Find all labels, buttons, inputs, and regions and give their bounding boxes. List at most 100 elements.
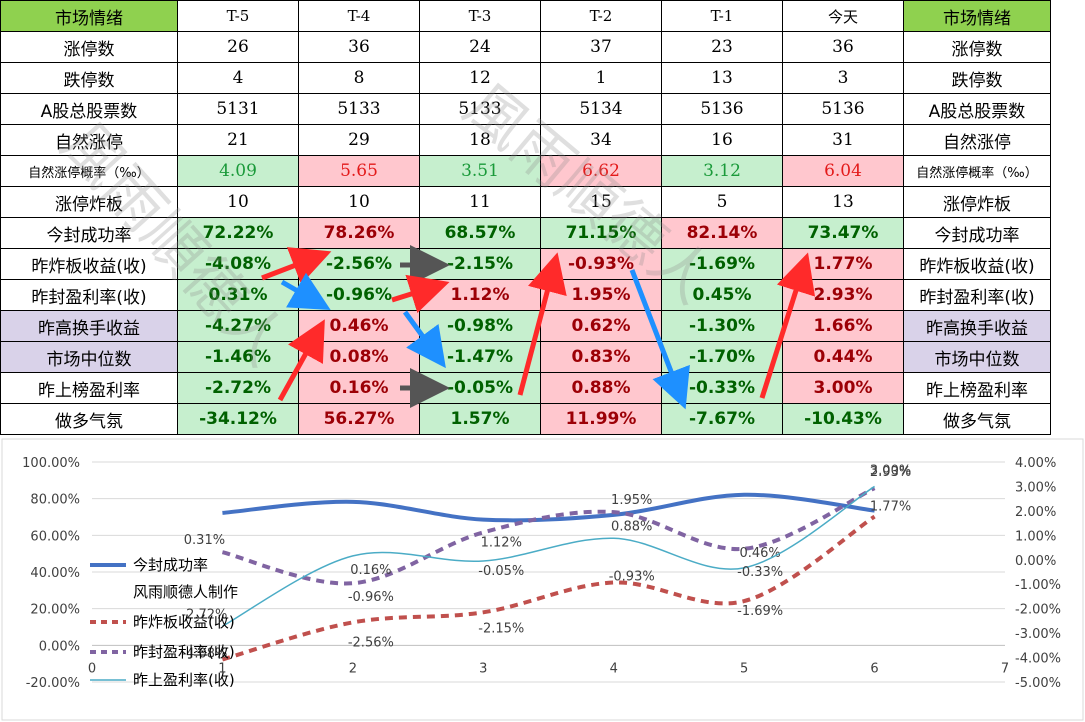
table-cell: 6.04 <box>782 155 904 187</box>
data-label: 1.95% <box>611 493 652 508</box>
table-cell: 31 <box>782 124 904 156</box>
table-cell: 11 <box>419 186 541 218</box>
table-cell: 0.44% <box>782 341 904 373</box>
table-cell: 0.46% <box>298 310 420 342</box>
table-cell: -0.98% <box>419 310 541 342</box>
right-tick-label: -5.00% <box>1015 676 1061 691</box>
table-cell: 12 <box>419 62 541 94</box>
row-label-left: A股总股票数 <box>0 93 178 125</box>
right-tick-label: 1.00% <box>1015 529 1056 544</box>
right-tick-label: -3.00% <box>1015 627 1061 642</box>
table-cell: -10.43% <box>782 403 904 435</box>
x-tick-label: 7 <box>1001 661 1009 676</box>
data-label: 3.00% <box>870 463 911 478</box>
table-cell: 13 <box>661 62 783 94</box>
row-label-right: 昨封盈利率(收) <box>903 279 1051 311</box>
left-tick-label: 40.00% <box>30 566 80 581</box>
right-tick-label: 2.00% <box>1015 505 1056 520</box>
table-cell: 10 <box>298 186 420 218</box>
x-tick-label: 1 <box>218 661 226 676</box>
table-cell: 3 <box>782 62 904 94</box>
left-tick-label: 60.00% <box>30 529 80 544</box>
table-cell: 3.12 <box>661 155 783 187</box>
left-tick-label: 0.00% <box>39 639 80 654</box>
data-label: -0.93% <box>609 570 655 585</box>
data-label: 0.16% <box>350 563 391 578</box>
table-cell: 1.95% <box>540 279 662 311</box>
table-cell: 5133 <box>419 93 541 125</box>
right-tick-label: -1.00% <box>1015 578 1061 593</box>
data-label: 2.93% <box>870 465 911 480</box>
data-label: -2.72% <box>181 607 227 622</box>
table-cell: 5131 <box>177 93 299 125</box>
left-tick-label: 20.00% <box>30 603 80 618</box>
table-cell: 8 <box>298 62 420 94</box>
table-cell: 5136 <box>782 93 904 125</box>
table-cell: -2.72% <box>177 372 299 404</box>
table-cell: 5134 <box>540 93 662 125</box>
row-label-right: A股总股票数 <box>903 93 1051 125</box>
row-label-right: 涨停炸板 <box>903 186 1051 218</box>
table-cell: -1.70% <box>661 341 783 373</box>
row-label-right: 今封成功率 <box>903 217 1051 249</box>
table-cell: -1.46% <box>177 341 299 373</box>
row-label-left: 涨停炸板 <box>0 186 178 218</box>
x-tick-label: 3 <box>479 661 487 676</box>
row-label-left: 自然涨停 <box>0 124 178 156</box>
row-label-left: 涨停数 <box>0 31 178 63</box>
table-cell: 21 <box>177 124 299 156</box>
data-label: -0.05% <box>478 564 524 579</box>
legend-entry: 昨封盈利率(收) <box>133 643 235 661</box>
row-label-left: 昨高换手收益 <box>0 310 178 342</box>
row-label-right: 自然涨停 <box>903 124 1051 156</box>
table-cell: -1.47% <box>419 341 541 373</box>
row-label-right: 涨停数 <box>903 31 1051 63</box>
data-label: -1.69% <box>737 604 783 619</box>
table-cell: -0.96% <box>298 279 420 311</box>
series-line-3 <box>222 485 875 627</box>
header-day: T-4 <box>298 0 420 32</box>
data-label: -2.56% <box>348 635 394 650</box>
table-cell: 2.93% <box>782 279 904 311</box>
table-cell: 5136 <box>661 93 783 125</box>
header-label-right: 市场情绪 <box>903 0 1051 32</box>
data-label: 1.77% <box>870 500 911 515</box>
legend-entry: 今封成功率 <box>133 556 208 574</box>
row-label-right: 做多气氛 <box>903 403 1051 435</box>
row-label-left: 自然涨停概率（‰） <box>0 155 178 187</box>
row-label-left: 跌停数 <box>0 62 178 94</box>
row-label-right: 昨炸板收益(收) <box>903 248 1051 280</box>
data-label: -0.96% <box>348 590 394 605</box>
series-line-1 <box>221 514 876 662</box>
x-tick-label: 0 <box>88 661 96 676</box>
table-cell: 5 <box>661 186 783 218</box>
table-cell: 68.57% <box>419 217 541 249</box>
left-tick-label: 80.00% <box>30 493 80 508</box>
x-tick-label: 4 <box>610 661 618 676</box>
data-label: 0.31% <box>184 533 225 548</box>
table-cell: 5.65 <box>298 155 420 187</box>
data-label: 1.12% <box>481 535 522 550</box>
table-cell: 0.16% <box>298 372 420 404</box>
table-cell: 0.08% <box>298 341 420 373</box>
table-cell: -1.69% <box>661 248 783 280</box>
right-tick-label: 0.00% <box>1015 554 1056 569</box>
table-cell: 3.51 <box>419 155 541 187</box>
table-cell: -2.56% <box>298 248 420 280</box>
table-cell: 36 <box>782 31 904 63</box>
table-cell: 26 <box>177 31 299 63</box>
right-tick-label: -2.00% <box>1015 603 1061 618</box>
right-tick-label: 4.00% <box>1015 456 1056 471</box>
series-line-2 <box>221 486 876 586</box>
data-label: -0.33% <box>737 565 783 580</box>
table-cell: 23 <box>661 31 783 63</box>
left-tick-label: -20.00% <box>26 676 80 691</box>
table-cell: -1.30% <box>661 310 783 342</box>
line-chart: 1 0 0.00% 80.00% 60.00% 40.00% 20.00% 0.00% -20.… <box>1 438 1084 721</box>
table-cell: 4.09 <box>177 155 299 187</box>
table-cell: 5133 <box>298 93 420 125</box>
header-day: T-3 <box>419 0 541 32</box>
row-label-right: 昨高换手收益 <box>903 310 1051 342</box>
legend-note: 风雨顺德人制作 <box>133 583 238 601</box>
header-day: T-2 <box>540 0 662 32</box>
